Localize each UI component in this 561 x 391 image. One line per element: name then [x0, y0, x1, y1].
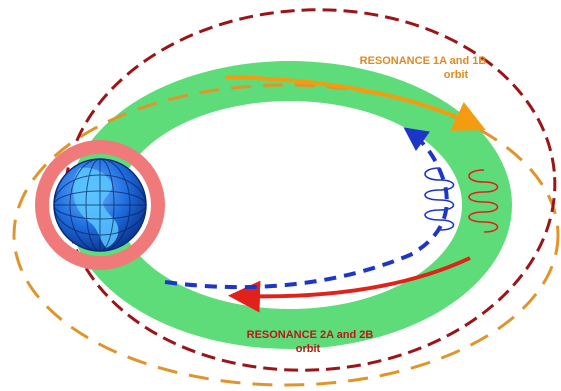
earth-globe-icon	[53, 158, 147, 252]
resonance-1-label-line1: RESONANCE 1A and 1B	[360, 55, 487, 67]
orange-dashed-orbit	[12, 83, 560, 387]
earth-ring	[35, 140, 165, 270]
resonance-2-label-line2: orbit	[296, 343, 321, 355]
blue-spiral-icon	[424, 167, 455, 231]
red-orbit-arrow	[228, 256, 471, 313]
resonance-2-label-line1: RESONANCE 2A and 2B	[247, 329, 374, 341]
blue-dashed-drift-path	[164, 127, 449, 290]
dark-red-dashed-orbit	[63, 8, 557, 372]
resonance-1-label-line2: orbit	[444, 69, 469, 81]
orange-orbit-arrow	[224, 75, 486, 131]
red-spiral-icon	[468, 169, 499, 233]
